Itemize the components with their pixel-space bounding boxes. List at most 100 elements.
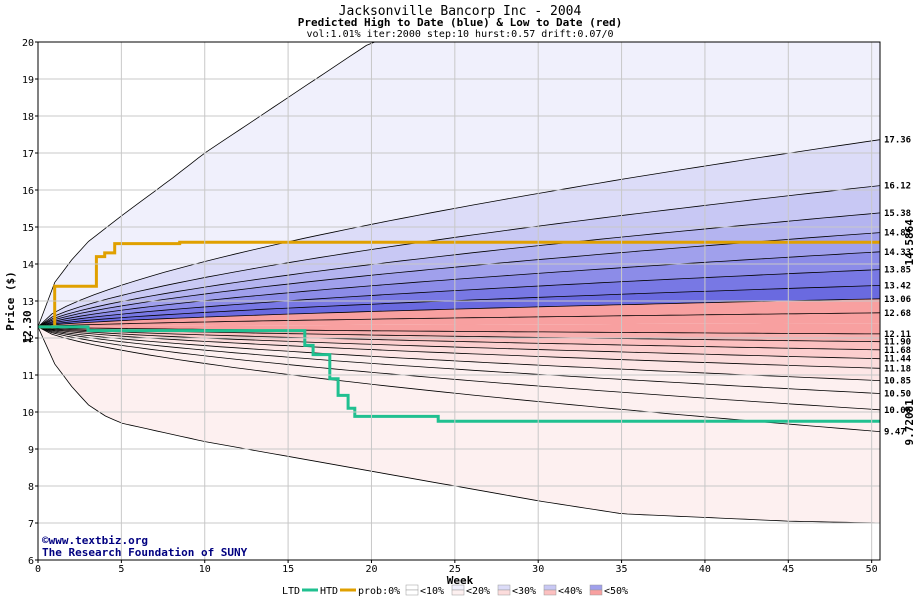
quantile-end-label-low: 11.68 — [884, 346, 911, 356]
band-low-2 — [38, 326, 880, 432]
low-to-date-value: 9.72081 — [903, 399, 916, 446]
band-low-4 — [38, 326, 880, 394]
y-tick-label: 8 — [28, 482, 34, 493]
legend-swatch-band — [589, 589, 603, 596]
band-high-1 — [38, 139, 880, 327]
credit-line-2: The Research Foundation of SUNY — [42, 546, 248, 559]
y-tick-label: 10 — [22, 408, 34, 419]
quantile-line-high-0 — [38, 42, 880, 328]
y-tick-label: 13 — [22, 297, 34, 308]
x-tick-label: 5 — [118, 564, 124, 575]
legend-label-ltd: LTD — [282, 586, 300, 597]
band-high-core — [38, 312, 880, 327]
quantile-line-high-6 — [38, 269, 880, 328]
y-tick-label: 20 — [22, 38, 34, 49]
quantile-line-high-1 — [38, 139, 880, 328]
legend-label-band: <30% — [512, 586, 536, 597]
quantile-end-label-low: 11.90 — [884, 338, 911, 348]
x-tick-label: 20 — [365, 564, 377, 575]
y-tick-label: 16 — [22, 186, 34, 197]
quantile-line-high-9 — [38, 312, 880, 328]
credit-line-1: ©www.textbiz.org — [42, 534, 148, 547]
legend-label-band: <20% — [466, 586, 490, 597]
band-high-8 — [38, 298, 880, 327]
legend-label-htd: HTD — [320, 586, 338, 597]
quantile-end-label-high: 15.38 — [884, 209, 911, 219]
quantile-line-high-8 — [38, 298, 880, 328]
high-to-date-value: 14.5864 — [903, 219, 916, 266]
quantile-end-label-high: 17.36 — [884, 136, 911, 146]
legend-swatch-band — [451, 589, 465, 596]
legend-swatch-band — [497, 584, 511, 591]
predicted-low-to-date-line — [38, 325, 880, 423]
legend-label-band: <10% — [420, 586, 444, 597]
legend-label-prob: prob:0% — [358, 586, 400, 597]
band-low-core — [38, 323, 880, 334]
quantile-end-label-low: 9.47 — [884, 428, 906, 438]
quantile-end-label-high: 12.68 — [884, 309, 911, 319]
quantile-end-label-high: 16.12 — [884, 182, 911, 192]
band-low-5 — [38, 326, 880, 381]
band-high-4 — [38, 232, 880, 327]
quantile-end-label-low: 11.18 — [884, 364, 911, 374]
quantile-line-low-7 — [38, 326, 880, 351]
x-tick-label: 25 — [449, 564, 461, 575]
band-low-7 — [38, 326, 880, 359]
legend-swatch-band — [405, 584, 419, 591]
quantile-line-low-6 — [38, 326, 880, 360]
y-tick-label: 12 — [22, 334, 34, 345]
chart-params: vol:1.01% iter:2000 step:10 hurst:0.57 d… — [306, 29, 613, 40]
x-tick-label: 0 — [35, 564, 41, 575]
y-tick-label: 11 — [22, 371, 34, 382]
quantile-end-label-high: 13.85 — [884, 266, 911, 276]
quantile-line-low-5 — [38, 326, 880, 369]
quantile-end-label-low: 10.50 — [884, 390, 911, 400]
x-axis-label: Week — [447, 574, 474, 587]
legend-swatch-band — [405, 589, 419, 596]
y-tick-label: 18 — [22, 112, 34, 123]
band-high-0 — [38, 42, 880, 327]
quantile-line-low-0 — [38, 326, 880, 524]
legend-swatch-band — [497, 589, 511, 596]
x-tick-label: 50 — [866, 564, 878, 575]
y-tick-label: 14 — [22, 260, 34, 271]
y-tick-label: 15 — [22, 223, 34, 234]
predicted-high-to-date-line — [38, 240, 880, 329]
y-tick-label: 17 — [22, 149, 34, 160]
legend-label-band: <40% — [558, 586, 582, 597]
legend-swatch-band — [543, 589, 557, 596]
quantile-line-high-5 — [38, 251, 880, 328]
quantile-end-label-low: 12.11 — [884, 330, 911, 340]
chart-subtitle: Predicted High to Date (blue) & Low to D… — [298, 16, 623, 29]
chart-title: Jacksonville Bancorp Inc - 2004 — [339, 4, 582, 19]
start-price-label: 12.30 — [21, 310, 34, 343]
x-tick-label: 40 — [699, 564, 711, 575]
band-high-7 — [38, 285, 880, 327]
x-tick-label: 45 — [782, 564, 794, 575]
quantile-end-label-low: 10.06 — [884, 406, 911, 416]
x-tick-label: 30 — [532, 564, 544, 575]
quantile-end-label-high: 14.85 — [884, 229, 911, 239]
y-tick-label: 19 — [22, 75, 34, 86]
legend-swatch-band — [451, 584, 465, 591]
legend-swatch-band — [589, 584, 603, 591]
quantile-line-high-3 — [38, 212, 880, 328]
quantile-end-label-low: 11.44 — [884, 355, 912, 365]
legend-swatch-band — [543, 584, 557, 591]
y-tick-label: 9 — [28, 445, 34, 456]
band-high-6 — [38, 269, 880, 327]
legend-label-band: <50% — [604, 586, 628, 597]
band-high-5 — [38, 251, 880, 327]
quantile-line-low-2 — [38, 326, 880, 411]
bands-group — [38, 42, 880, 524]
band-low-3 — [38, 326, 880, 410]
quantile-end-label-low: 10.85 — [884, 377, 911, 387]
quantile-line-low-3 — [38, 326, 880, 394]
quantile-end-label-high: 13.06 — [884, 295, 911, 305]
x-tick-label: 10 — [199, 564, 211, 575]
y-tick-label: 6 — [28, 556, 34, 567]
quantile-line-high-2 — [38, 185, 880, 328]
band-low-1 — [38, 326, 880, 523]
x-tick-label: 35 — [616, 564, 628, 575]
